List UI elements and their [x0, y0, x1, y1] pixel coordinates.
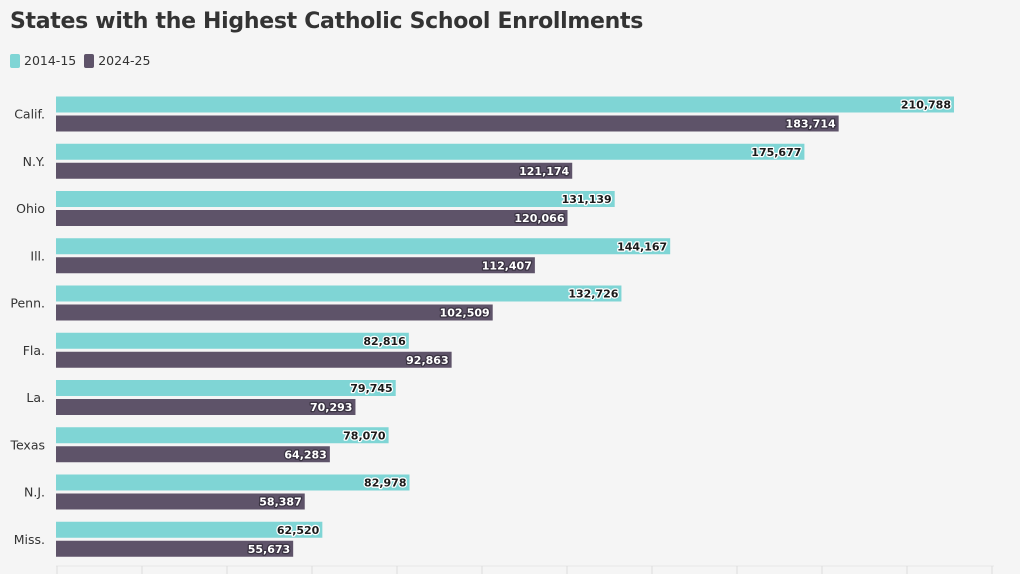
category-label: N.J. — [24, 485, 45, 500]
bar-2014-15-N.J. — [56, 474, 410, 491]
data-label: 82,978 — [364, 477, 406, 490]
data-label: 121,174 — [519, 165, 569, 178]
legend-label-2024-25: 2024-25 — [98, 53, 151, 68]
category-label: Calif. — [14, 107, 45, 122]
bar-2024-25-Ill. — [56, 257, 535, 274]
data-label: 70,293 — [310, 401, 352, 414]
data-label: 62,520 — [277, 524, 320, 537]
category-label: Texas — [9, 437, 45, 452]
legend: 2014-15 2024-25 — [10, 53, 158, 68]
bar-2024-25-Fla. — [56, 351, 452, 368]
bar-2014-15-Penn. — [56, 285, 622, 302]
chart-title: States with the Highest Catholic School … — [10, 9, 644, 34]
bar-2014-15-N.Y. — [56, 143, 805, 160]
category-label: Fla. — [23, 343, 45, 358]
legend-swatch-2024-25 — [84, 53, 95, 68]
data-label: 55,673 — [248, 543, 290, 556]
category-label: Penn. — [10, 296, 45, 311]
data-label: 183,714 — [786, 118, 836, 131]
category-label: Miss. — [14, 532, 45, 547]
legend-item-2024-25: 2024-25 — [84, 53, 150, 68]
bar-2014-15-Fla. — [56, 332, 409, 349]
bar-2024-25-La. — [56, 399, 356, 415]
data-label: 120,066 — [514, 212, 564, 225]
category-label: N.Y. — [23, 154, 45, 169]
data-label: 92,863 — [406, 354, 448, 367]
category-label: Ohio — [16, 201, 45, 216]
data-label: 78,070 — [343, 429, 386, 442]
data-label: 112,407 — [482, 259, 532, 272]
bar-2014-15-Ill. — [56, 238, 671, 255]
bar-2014-15-Ohio — [56, 191, 615, 207]
bar-2024-25-Texas — [56, 446, 330, 463]
bar-2014-15-Texas — [56, 427, 389, 444]
bar-2024-25-N.J. — [56, 493, 305, 510]
data-label: 64,283 — [284, 448, 326, 461]
data-label: 58,387 — [259, 496, 301, 509]
bar-2024-25-Miss. — [56, 540, 294, 557]
bar-2014-15-Calif. — [56, 96, 954, 113]
data-label: 82,816 — [363, 335, 406, 348]
bar-2024-25-Penn. — [56, 304, 493, 321]
legend-item-2014-15: 2014-15 — [10, 53, 76, 68]
category-label: La. — [26, 390, 45, 405]
bar-2024-25-Ohio — [56, 210, 568, 226]
bar-2014-15-Miss. — [56, 521, 323, 538]
bar-2024-25-Calif. — [56, 115, 839, 132]
data-label: 79,745 — [350, 382, 392, 395]
data-label: 175,677 — [751, 146, 801, 159]
legend-swatch-2014-15 — [10, 53, 20, 68]
data-label: 144,167 — [617, 240, 667, 253]
legend-label-2014-15: 2014-15 — [24, 53, 77, 68]
data-label: 102,509 — [440, 307, 490, 320]
data-label: 131,139 — [562, 193, 612, 206]
data-label: 132,726 — [568, 288, 618, 301]
category-label: Ill. — [30, 248, 45, 263]
bar-2024-25-N.Y. — [56, 162, 573, 179]
data-label: 210,788 — [901, 99, 951, 112]
bar-2014-15-La. — [56, 380, 396, 396]
